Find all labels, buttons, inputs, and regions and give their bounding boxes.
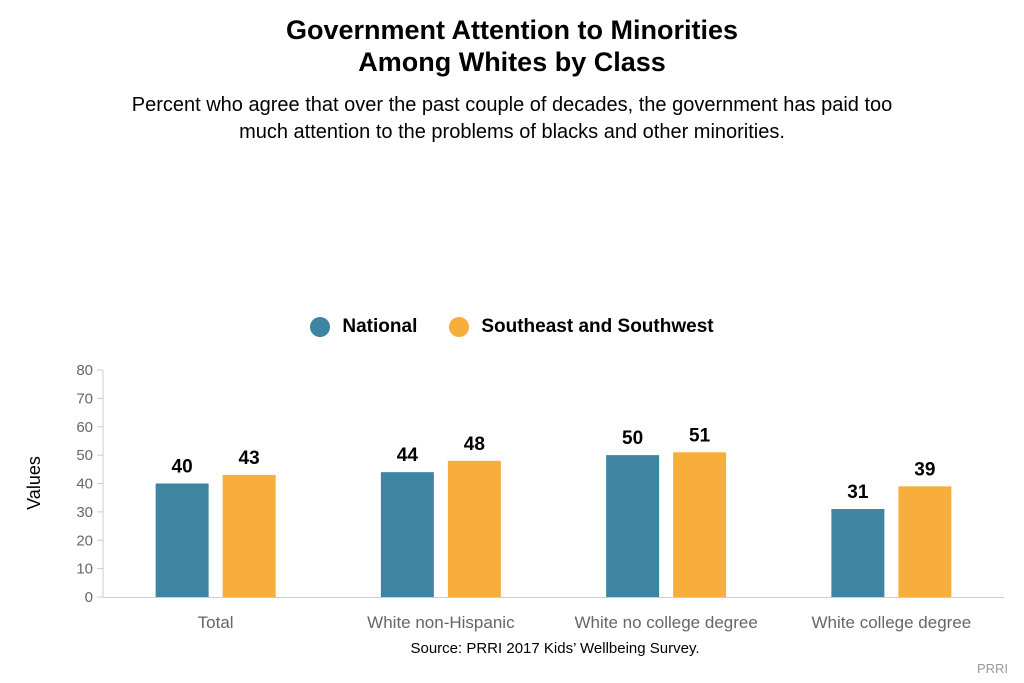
data-label: 48 [464,434,485,455]
legend-item-national: National [310,316,417,338]
data-label: 51 [689,425,711,446]
chart-title-line-1: Government Attention to Minorities [286,15,738,45]
y-tick-label: 80 [76,362,93,379]
chart-subtitle: Percent who agree that over the past cou… [0,92,1024,146]
y-tick-label: 40 [76,476,93,493]
y-tick-label: 0 [85,589,93,606]
chart-title: Government Attention to Minorities Among… [0,14,1024,78]
data-label: 44 [397,445,419,466]
y-axis-title: Values [24,456,44,510]
x-tick-label: White non-Hispanic [367,613,515,632]
legend-swatch-national [310,317,331,337]
legend-swatch-southeast-southwest [449,317,470,337]
data-label: 39 [914,459,935,480]
y-tick-label: 30 [76,504,93,521]
y-tick-label: 70 [76,390,93,407]
data-label: 31 [847,482,869,503]
x-tick-label: White college degree [812,613,972,632]
bar [673,452,727,597]
y-tick-label: 20 [76,532,93,549]
y-tick-label: 50 [76,447,93,464]
chart-subtitle-line-2: much attention to the problems of blacks… [239,121,785,143]
bar [222,474,276,597]
bar [898,486,952,597]
bar [447,460,501,597]
credit-label: PRRI [976,661,1008,676]
bar [831,509,885,597]
x-tick-label: White no college degree [574,613,757,632]
y-tick-label: 60 [76,419,93,436]
x-tick-label: Total [198,613,234,632]
chart-legend: National Southeast and Southwest [0,316,1024,338]
bar [155,483,209,597]
legend-label-southeast-southwest: Southeast and Southwest [481,316,714,337]
data-label: 50 [622,428,643,449]
data-label: 43 [239,448,260,469]
y-tick-label: 10 [76,561,93,578]
source-note: Source: PRRI 2017 Kids’ Wellbeing Survey… [410,640,700,657]
data-label: 40 [172,457,193,478]
chart-subtitle-line-1: Percent who agree that over the past cou… [131,94,893,116]
chart-title-line-2: Among Whites by Class [358,47,666,77]
bar [606,455,660,597]
legend-item-southeast-southwest: Southeast and Southwest [449,316,714,338]
legend-label-national: National [342,316,418,337]
bar [380,472,434,597]
